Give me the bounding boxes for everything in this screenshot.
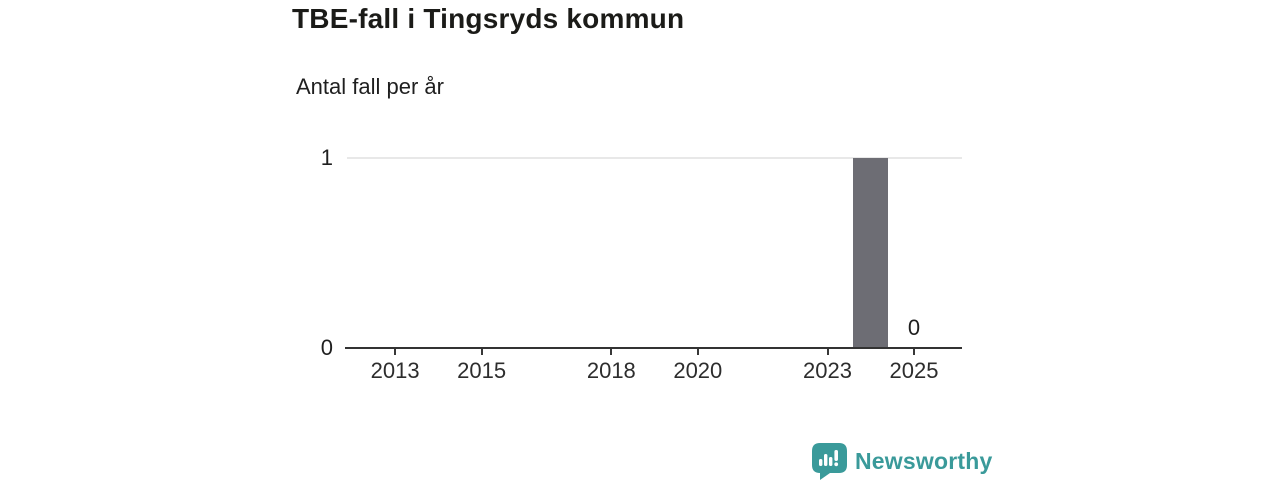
x-axis-tick-label: 2013 [370,358,420,383]
bar-2024 [853,158,889,348]
newsworthy-logo: Newsworthy [812,443,992,480]
x-axis-tick [696,349,699,355]
data-label: 0 [907,315,921,340]
x-axis-tick-label: 2023 [803,358,852,383]
newsworthy-logo-text: Newsworthy [855,448,993,474]
newsworthy-logo-icon [812,443,847,480]
chart-title: TBE-fall i Tingsryds kommun [292,3,685,34]
y-axis-tick-label: 0 [320,335,333,360]
gridline-y1 [347,157,962,159]
x-axis-tick-label: 2020 [673,358,723,383]
plot-area: 0 1 2013 2015 2018 2020 2023 2025 0 [321,146,962,383]
x-axis-tick [826,349,829,355]
x-axis-tick [913,349,915,355]
x-axis-tick [394,349,397,355]
x-axis-tick [610,349,613,355]
x-axis-tick [480,349,483,355]
x-axis-tick-label: 2015 [457,358,507,383]
chart-subtitle: Antal fall per år [296,74,444,99]
x-axis-line [345,347,962,349]
x-axis-tick-label: 2025 [889,358,939,383]
x-axis-tick-label: 2018 [586,358,636,383]
y-axis-tick-label: 1 [320,145,333,170]
